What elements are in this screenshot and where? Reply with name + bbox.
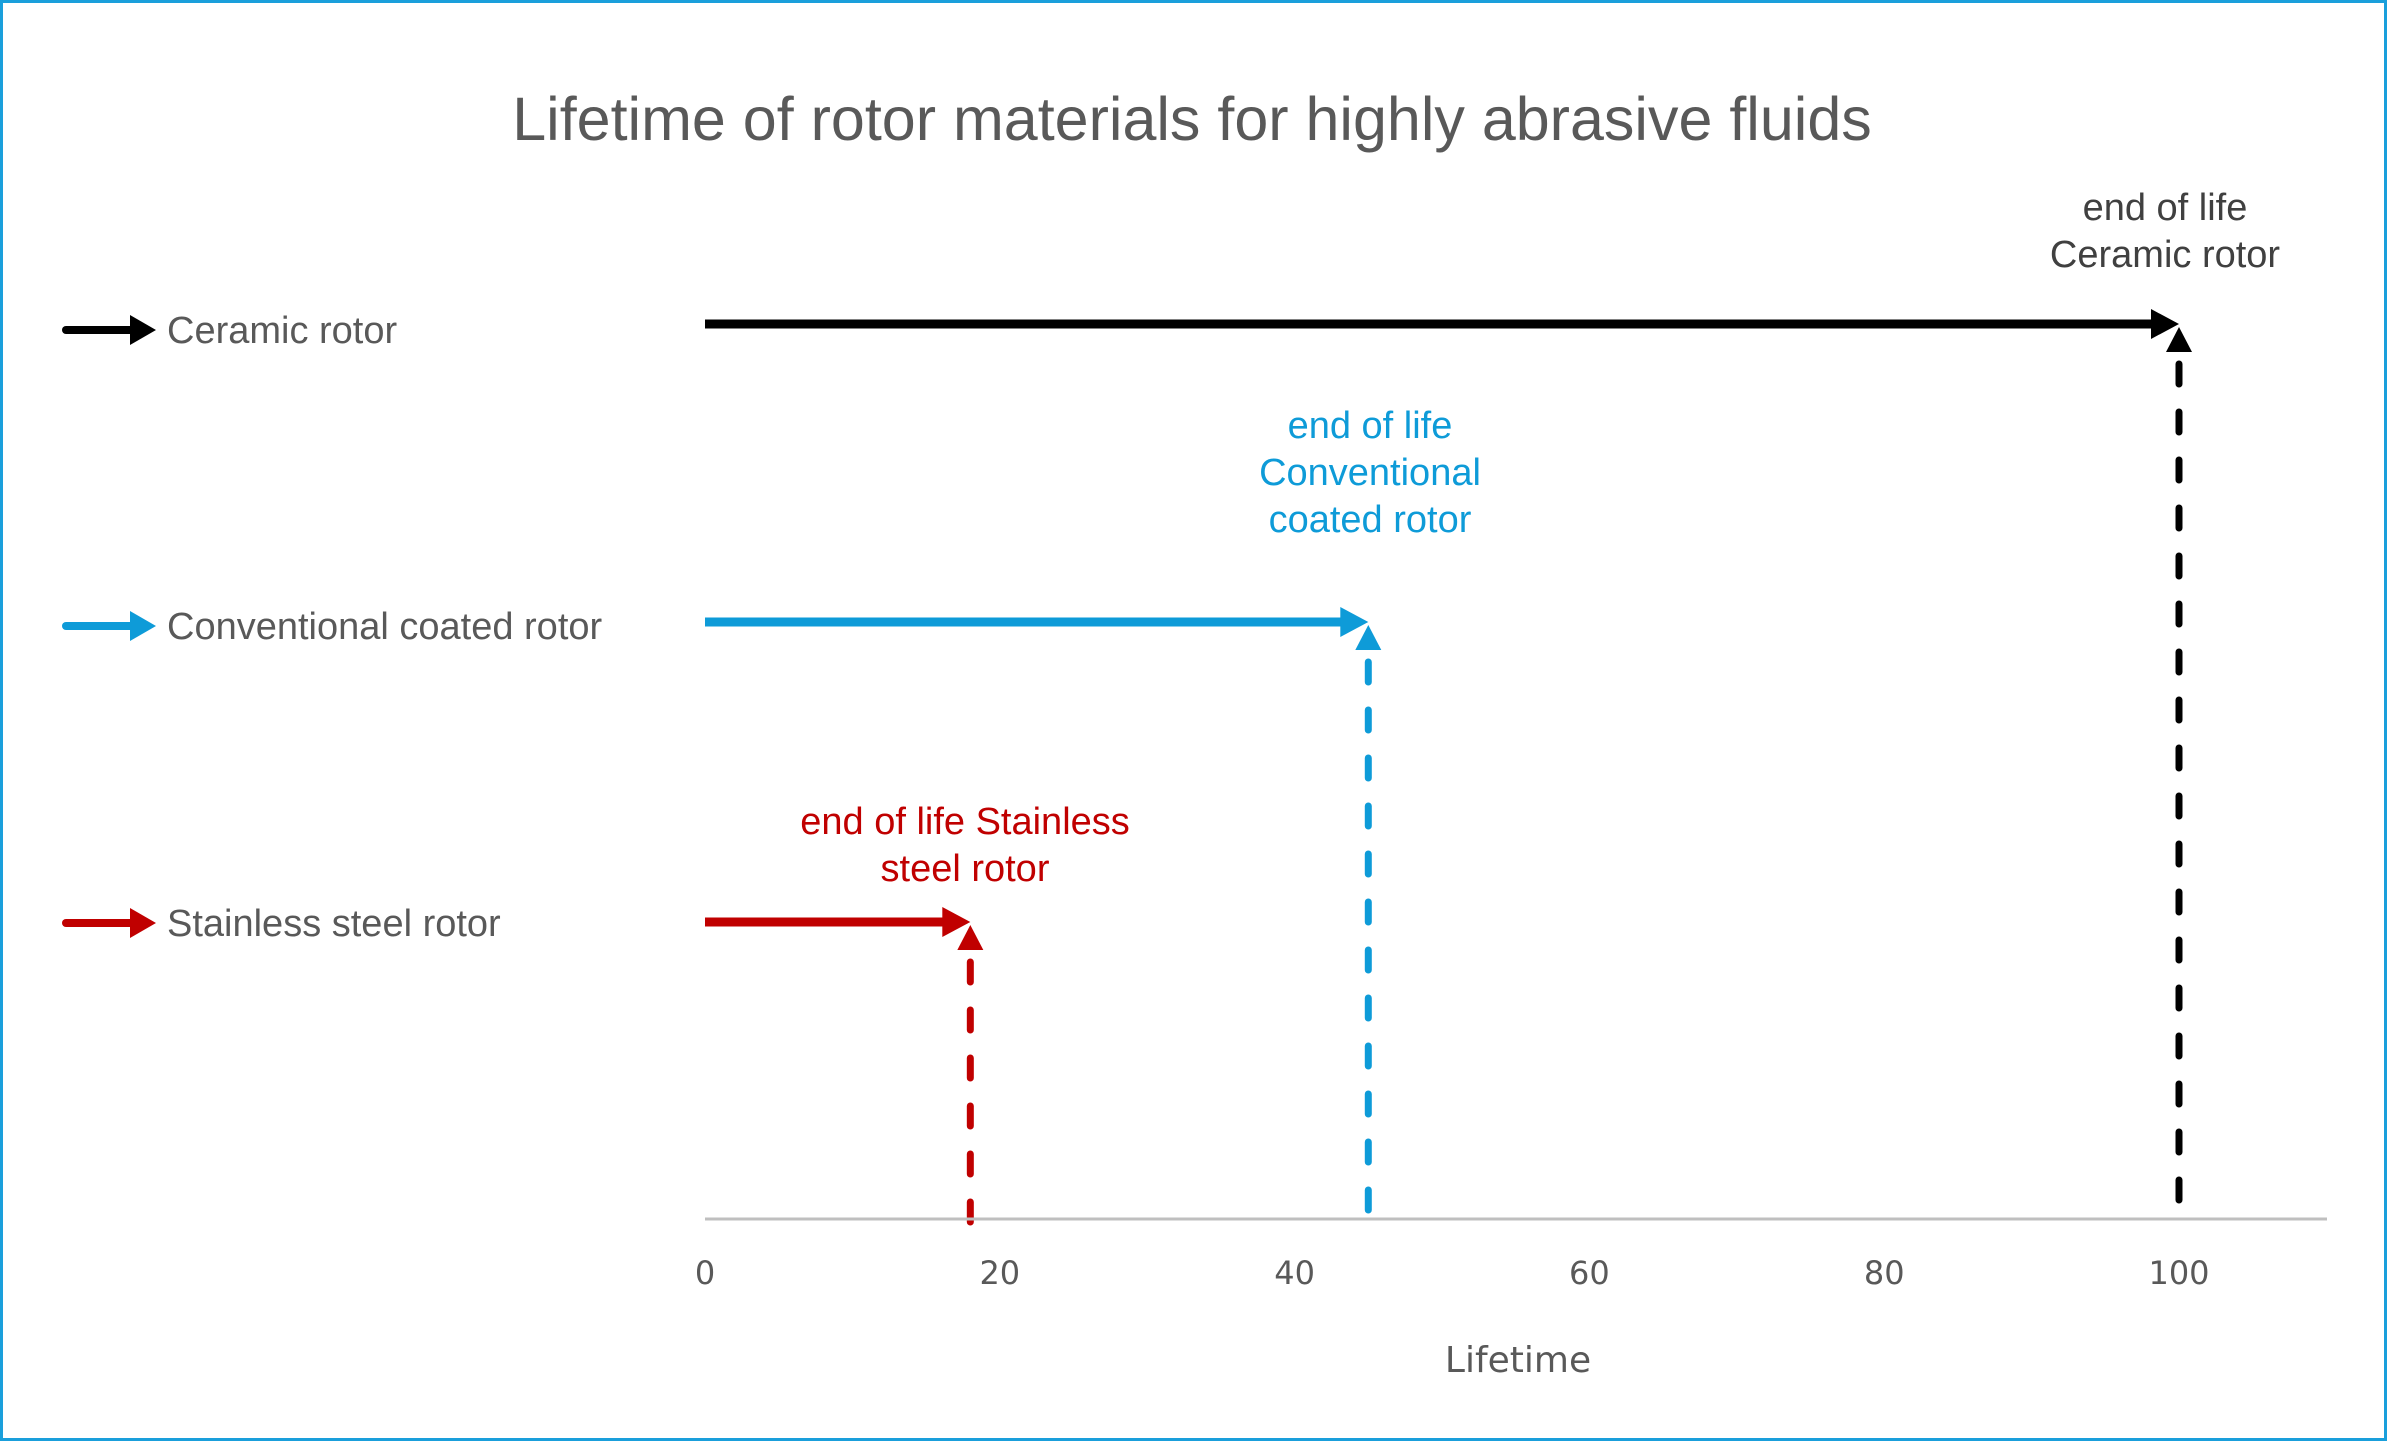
arrow-right-icon bbox=[62, 315, 156, 345]
series-conventional-coated-rotor: end of life Conventional coated rotor bbox=[705, 405, 1481, 1226]
arrow-up-icon bbox=[1355, 625, 1382, 650]
arrow-head-icon bbox=[1340, 607, 1369, 637]
legend-item-conventional-coated-rotor: Conventional coated rotor bbox=[62, 606, 603, 648]
arrow-up-icon bbox=[2166, 327, 2192, 352]
end-of-life-annotation: end of life Stainless bbox=[800, 801, 1130, 843]
chart-title: Lifetime of rotor materials for highly a… bbox=[512, 85, 1872, 153]
legend-item-stainless-steel-rotor: Stainless steel rotor bbox=[62, 903, 501, 945]
x-tick-label: 100 bbox=[2148, 1254, 2209, 1292]
x-tick-label: 60 bbox=[1569, 1254, 1610, 1292]
arrow-up-icon bbox=[957, 925, 984, 950]
arrow-right-icon bbox=[62, 611, 156, 641]
end-of-life-annotation: coated rotor bbox=[1269, 499, 1472, 541]
x-axis-title: Lifetime bbox=[1445, 1340, 1591, 1381]
end-of-life-annotation: Conventional bbox=[1259, 452, 1481, 494]
x-axis-ticks: 0 20 40 60 80 100 bbox=[695, 1254, 2210, 1292]
legend-label: Stainless steel rotor bbox=[167, 903, 501, 945]
x-tick-label: 0 bbox=[695, 1254, 715, 1292]
arrow-head-icon bbox=[2151, 309, 2179, 339]
end-of-life-annotation: end of life bbox=[1288, 405, 1453, 447]
x-tick-label: 80 bbox=[1864, 1254, 1905, 1292]
legend-label: Conventional coated rotor bbox=[167, 606, 603, 648]
end-of-life-annotation: steel rotor bbox=[881, 848, 1050, 890]
arrow-right-icon bbox=[62, 908, 156, 938]
legend: Ceramic rotor Conventional coated rotor St… bbox=[62, 310, 603, 945]
series-ceramic-rotor: end of life Ceramic rotor bbox=[705, 187, 2280, 1226]
end-of-life-annotation: end of life bbox=[2083, 187, 2248, 229]
x-tick-label: 20 bbox=[979, 1254, 1020, 1292]
series-group: end of life Ceramic rotor end of life Conve… bbox=[705, 187, 2280, 1226]
legend-label: Ceramic rotor bbox=[167, 310, 397, 352]
arrow-head-icon bbox=[942, 907, 971, 937]
series-stainless-steel-rotor: end of life Stainless steel rotor bbox=[705, 801, 1130, 1226]
legend-item-ceramic-rotor: Ceramic rotor bbox=[62, 310, 397, 352]
end-of-life-annotation: Ceramic rotor bbox=[2050, 234, 2280, 276]
x-tick-label: 40 bbox=[1274, 1254, 1315, 1292]
